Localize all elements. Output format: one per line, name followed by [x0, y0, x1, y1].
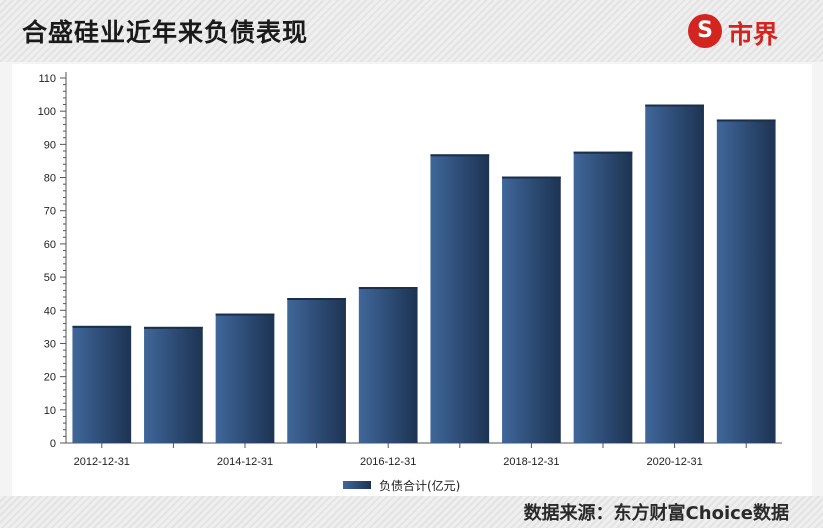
bar-top-edge: [573, 151, 633, 154]
bar-top-edge: [358, 287, 418, 290]
y-tick-label: 50: [44, 272, 56, 284]
dollar-coin-icon: S: [688, 14, 722, 48]
y-tick-label: 110: [38, 73, 56, 85]
y-tick-label: 100: [38, 106, 56, 118]
y-tick-label: 20: [44, 372, 56, 384]
bar-2020-12-31: [645, 104, 704, 443]
y-tick-label: 0: [50, 438, 56, 450]
footer-band: [0, 496, 823, 528]
x-tick-label: 2012-12-31: [74, 456, 130, 468]
source-note: 数据来源：东方财富Choice数据: [523, 503, 789, 524]
legend: 负债合计(亿元): [343, 478, 460, 493]
bar-2013-12-31: [144, 326, 203, 443]
bar-top-edge: [72, 325, 132, 328]
bar-top-edge: [716, 119, 776, 122]
logo: S 市界: [688, 14, 798, 50]
bar-top-edge: [645, 104, 704, 107]
bar-top-edge: [215, 313, 275, 316]
bar-2014-12-31: [215, 313, 275, 443]
bar-2015-12-31: [287, 297, 346, 443]
y-tick-label: 10: [44, 405, 56, 417]
legend-swatch: [343, 481, 371, 489]
bars: [72, 104, 776, 444]
header-band: [0, 0, 823, 62]
bar-2017-12-31: [430, 154, 490, 443]
x-tick-label: 2018-12-31: [503, 456, 559, 468]
y-tick-label: 90: [44, 139, 56, 151]
bar-top-edge: [502, 176, 561, 179]
y-tick-label: 30: [44, 338, 56, 350]
y-tick-label: 80: [44, 173, 56, 185]
y-tick-label: 70: [44, 206, 56, 218]
x-tick-label: 2020-12-31: [646, 456, 702, 468]
bar-top-edge: [144, 326, 203, 329]
x-tick-label: 2016-12-31: [360, 456, 416, 468]
bar-top-edge: [287, 297, 346, 300]
bar-2019-12-31: [573, 151, 633, 443]
y-axis: 0 10 20 30 40 50 60 70 80 90 100 110: [38, 72, 67, 450]
x-axis: 2012-12-31 2014-12-31 2016-12-31 2018-12-31…: [66, 442, 782, 468]
legend-label: 负债合计(亿元): [379, 478, 460, 493]
bar-2021-12-31: [716, 119, 776, 444]
bar-2016-12-31: [358, 287, 418, 443]
logo-text: 市界: [728, 20, 779, 49]
bar-top-edge: [430, 154, 490, 157]
y-tick-label: 40: [44, 305, 56, 317]
bar-2018-12-31: [502, 176, 561, 444]
page-title: 合盛硅业近年来负债表现: [22, 18, 309, 47]
bar-2012-12-31: [72, 325, 132, 443]
y-tick-label: 60: [44, 239, 56, 251]
x-tick-label: 2014-12-31: [217, 456, 273, 468]
